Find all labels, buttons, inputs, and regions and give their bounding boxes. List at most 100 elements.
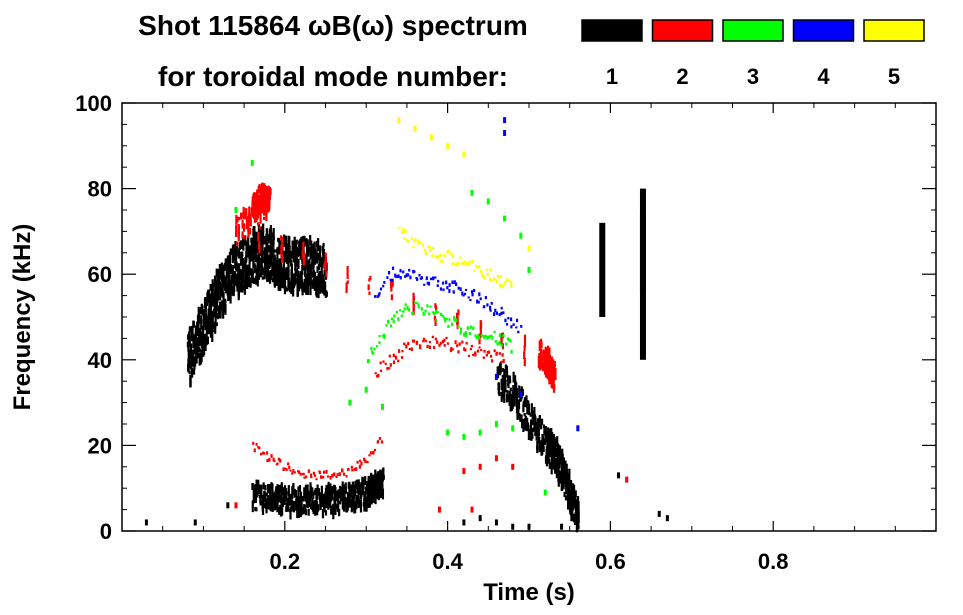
mode-2-stroke xyxy=(264,192,267,197)
mode-4-stroke xyxy=(484,296,487,300)
mode-4-stroke xyxy=(420,276,423,280)
mode-3-stroke xyxy=(447,324,450,328)
mode-4-stroke xyxy=(464,288,468,291)
mode-5-stroke xyxy=(468,260,471,263)
mode-1-stroke xyxy=(555,458,558,468)
mode-1-stroke xyxy=(312,255,315,268)
legend-swatch-2 xyxy=(651,19,714,42)
mode-1-stroke xyxy=(198,337,201,346)
mode-2-stroke xyxy=(523,334,527,347)
mode-2-stroke xyxy=(434,305,438,314)
mode-1-band-2 xyxy=(639,188,646,360)
mode-1-stroke xyxy=(248,245,251,252)
mode-2-stroke xyxy=(259,185,262,193)
mode-1-stroke xyxy=(526,405,529,415)
mode-3-point-5 xyxy=(478,429,482,436)
mode-1-stroke xyxy=(242,273,245,281)
mode-2-stroke xyxy=(258,446,261,450)
mode-5-stroke xyxy=(495,279,498,284)
mode-2-stroke xyxy=(323,262,326,271)
mode-1-stroke xyxy=(309,503,313,510)
mode-1-stroke xyxy=(318,277,321,287)
mode-1-stroke xyxy=(563,491,566,498)
mode-3-stroke xyxy=(378,335,381,338)
mode-3-stroke xyxy=(493,330,496,334)
mode-1-stroke xyxy=(278,491,281,503)
mode-1-stroke xyxy=(357,479,360,489)
mode-1-stroke xyxy=(261,239,264,250)
mode-3-stroke xyxy=(477,335,480,340)
mode-1-stroke xyxy=(312,270,315,275)
mode-2-stroke xyxy=(363,457,366,462)
mode-2-stroke xyxy=(245,224,248,230)
mode-1-stroke xyxy=(275,486,278,491)
mode-1-stroke xyxy=(515,399,518,404)
mode-1-stroke xyxy=(322,493,325,502)
mode-1-stroke xyxy=(199,315,203,323)
mode-1-stroke xyxy=(248,265,251,270)
mode-1-stroke xyxy=(274,258,277,266)
mode-1-stroke xyxy=(577,511,580,524)
mode-1-stroke xyxy=(300,238,303,248)
legend-label-3: 3 xyxy=(747,64,759,89)
mode-1-stroke xyxy=(272,234,275,246)
mode-1-stroke xyxy=(350,503,353,513)
mode-2-stroke xyxy=(412,296,415,301)
mode-3-stroke xyxy=(433,312,436,316)
mode-5-stroke xyxy=(413,238,416,243)
mode-1-stroke xyxy=(210,296,213,304)
mode-1-stroke xyxy=(295,254,298,267)
mode-1-stroke xyxy=(221,274,224,281)
mode-5-point-3 xyxy=(446,142,450,149)
mode-2-stroke xyxy=(341,468,344,473)
mode-4-stroke xyxy=(471,292,474,297)
mode-1-stroke xyxy=(231,272,234,284)
mode-1-stroke xyxy=(232,265,235,269)
mode-1-stroke xyxy=(197,328,200,336)
mode-3-stroke xyxy=(435,309,438,314)
mode-1-stroke xyxy=(219,274,222,279)
mode-4-point-2 xyxy=(494,373,498,380)
mode-1-stroke xyxy=(192,369,196,375)
mode-1-stroke xyxy=(513,393,516,401)
mode-2-stroke xyxy=(252,441,255,445)
mode-3-stroke xyxy=(404,303,407,307)
mode-1-stroke xyxy=(548,459,551,464)
mode-1-stroke xyxy=(496,366,500,378)
mode-1-stroke xyxy=(195,346,199,353)
mode-1-stroke xyxy=(304,256,307,270)
mode-2-stroke xyxy=(267,192,270,202)
mode-1-stroke xyxy=(245,250,248,261)
mode-1-stroke xyxy=(193,350,196,355)
mode-1-stroke xyxy=(251,483,254,490)
mode-2-stroke xyxy=(431,335,434,339)
mode-2-stroke xyxy=(276,462,279,465)
mode-1-stroke xyxy=(363,499,366,512)
mode-2-stroke xyxy=(264,208,267,216)
mode-1-stroke xyxy=(279,504,282,514)
mode-1-stroke xyxy=(301,506,304,514)
mode-2-stroke xyxy=(345,282,348,291)
mode-1-stroke xyxy=(270,495,273,504)
mode-2-stroke xyxy=(277,457,281,461)
mode-1-stroke xyxy=(222,264,225,278)
mode-1-stroke xyxy=(323,283,326,290)
mode-1-stroke xyxy=(306,239,309,247)
mode-2-stroke xyxy=(438,343,441,347)
mode-2-stroke xyxy=(548,366,551,373)
mode-1-stroke xyxy=(378,470,381,482)
mode-4-stroke xyxy=(427,281,431,286)
mode-1-stroke xyxy=(321,257,324,265)
mode-1-stroke xyxy=(577,501,580,514)
legend-swatch-4 xyxy=(792,19,855,42)
mode-1-stroke xyxy=(259,257,262,268)
mode-1-stroke xyxy=(366,486,369,499)
mode-3-stroke xyxy=(420,307,423,311)
mode-1-stroke xyxy=(219,281,222,286)
mode-1-stroke xyxy=(270,238,273,247)
mode-2-stroke xyxy=(289,469,292,472)
mode-1-stroke xyxy=(509,401,512,412)
mode-2-stroke xyxy=(305,475,308,479)
mode-1-stroke xyxy=(272,492,275,500)
mode-2-stroke xyxy=(552,366,555,377)
